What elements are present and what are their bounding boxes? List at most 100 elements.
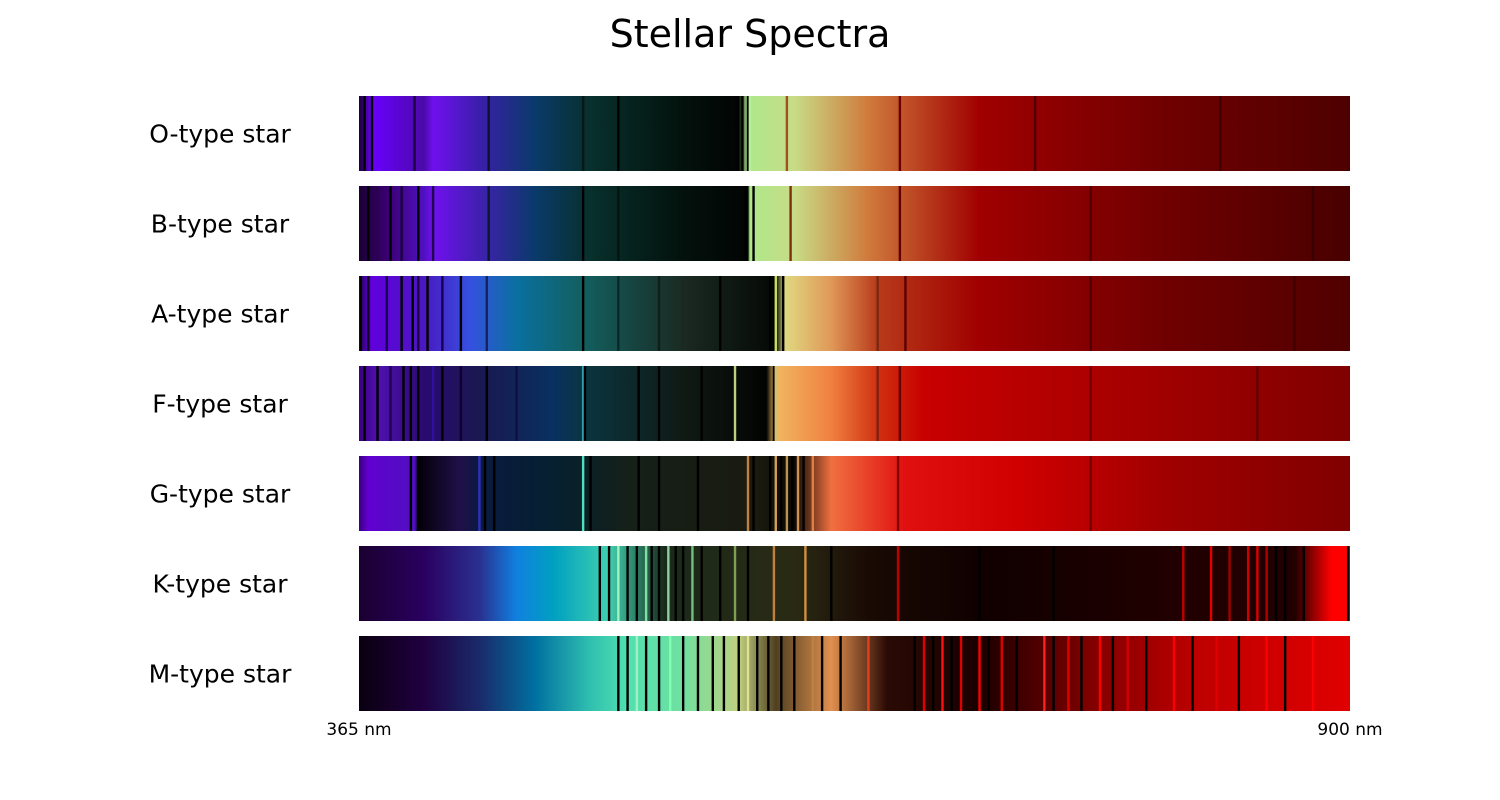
- spectrum-row: A-type star: [151, 276, 1350, 351]
- spectrum-band: [359, 96, 1350, 171]
- spectrum-row: F-type star: [152, 366, 1350, 441]
- spectral-line: [389, 366, 392, 441]
- spectral-line: [796, 456, 800, 531]
- spectral-line: [363, 96, 366, 171]
- spectrum-row: B-type star: [151, 186, 1350, 261]
- spectral-line: [402, 366, 405, 441]
- spectral-line: [487, 186, 490, 261]
- spectral-line: [1346, 546, 1350, 621]
- spectral-line: [898, 366, 902, 441]
- spectral-line: [607, 546, 611, 621]
- spectral-line: [767, 636, 770, 711]
- spectral-line: [737, 636, 740, 711]
- spectral-line: [409, 366, 413, 441]
- spectral-line: [1089, 276, 1092, 351]
- spectrum-row-label: G-type star: [150, 480, 291, 509]
- spectral-line: [780, 636, 783, 711]
- spectral-line: [1052, 546, 1055, 621]
- spectral-line: [932, 636, 935, 711]
- spectrum-row: O-type star: [149, 96, 1350, 171]
- spectral-line: [1067, 636, 1070, 711]
- spectral-line: [1274, 546, 1278, 621]
- spectral-line: [898, 186, 902, 261]
- spectral-line: [1052, 636, 1055, 711]
- spectral-line: [485, 366, 489, 441]
- spectral-line: [617, 636, 620, 711]
- spectral-line: [483, 456, 487, 531]
- spectral-line: [635, 546, 639, 621]
- spectral-line: [1080, 636, 1083, 711]
- spectral-line: [485, 276, 489, 351]
- spectral-line: [913, 636, 916, 711]
- spectral-line: [746, 96, 750, 171]
- spectral-line: [1265, 546, 1268, 621]
- spectrum-row-label: K-type star: [152, 570, 288, 599]
- spectral-line: [752, 186, 755, 261]
- spectral-line: [691, 546, 694, 621]
- spectral-line: [719, 276, 722, 351]
- x-tick-label: 900 nm: [1317, 720, 1382, 740]
- spectral-line: [1033, 96, 1037, 171]
- spectral-line: [774, 276, 777, 351]
- spectra-rows: O-type star B-type star A-type star F-type …: [149, 96, 1350, 711]
- spectral-line: [1182, 546, 1185, 621]
- spectrum-band: [359, 276, 1350, 351]
- spectral-line: [370, 96, 374, 171]
- chart-title: Stellar Spectra: [610, 12, 891, 56]
- spectral-line: [769, 276, 772, 351]
- spectral-line: [400, 186, 403, 261]
- spectral-line: [644, 546, 648, 621]
- spectral-line: [769, 456, 772, 531]
- spectrum-row-label: O-type star: [149, 120, 291, 149]
- spectral-line: [1111, 636, 1115, 711]
- spectral-line: [1098, 636, 1102, 711]
- spectral-line: [441, 276, 444, 351]
- spectral-line: [411, 276, 414, 351]
- spectral-line: [1283, 636, 1287, 711]
- spectral-line: [896, 456, 900, 531]
- spectral-line: [1237, 636, 1241, 711]
- spectral-line: [1246, 546, 1250, 621]
- spectral-line: [1145, 636, 1148, 711]
- x-tick-label: 365 nm: [326, 720, 391, 740]
- spectral-line: [674, 546, 677, 621]
- spectral-line: [635, 636, 639, 711]
- spectral-line: [589, 456, 592, 531]
- spectral-line: [1089, 366, 1092, 441]
- spectral-line: [385, 276, 388, 351]
- spectral-line: [774, 456, 777, 531]
- spectrum-row-label: B-type star: [151, 210, 290, 239]
- spectral-line: [431, 186, 435, 261]
- spectral-line: [904, 276, 907, 351]
- spectrum-band: [359, 456, 1350, 531]
- spectral-line: [978, 636, 981, 711]
- spectral-line: [626, 546, 629, 621]
- spectral-line: [1228, 546, 1231, 621]
- spectral-line: [1219, 96, 1222, 171]
- spectral-line: [459, 366, 463, 441]
- spectral-line: [746, 546, 750, 621]
- spectral-line: [1215, 636, 1218, 711]
- spectrum-row-label: F-type star: [152, 390, 288, 419]
- spectral-line: [581, 276, 585, 351]
- spectral-line: [493, 456, 496, 531]
- spectral-line: [876, 366, 879, 441]
- spectral-line: [617, 276, 620, 351]
- spectral-line: [598, 546, 602, 621]
- spectral-line: [1311, 636, 1315, 711]
- spectral-line: [650, 546, 653, 621]
- spectrum-band: [359, 366, 1350, 441]
- spectral-line: [696, 456, 700, 531]
- spectral-line: [657, 366, 661, 441]
- spectral-line: [780, 456, 783, 531]
- spectral-line: [459, 276, 463, 351]
- spectral-line: [1256, 366, 1259, 441]
- spectral-line: [1089, 456, 1092, 531]
- spectral-line: [722, 636, 726, 711]
- spectral-line: [733, 366, 737, 441]
- spectral-line: [876, 276, 879, 351]
- spectral-line: [789, 186, 792, 261]
- spectral-line: [583, 366, 587, 441]
- spectrum-row: K-type star: [152, 546, 1350, 621]
